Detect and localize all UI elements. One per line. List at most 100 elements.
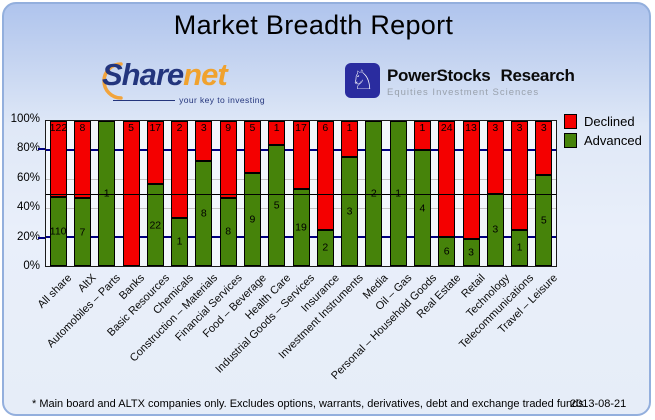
advanced-count-label: 5 (540, 214, 547, 227)
advanced-count-label: 110 (49, 225, 67, 238)
advanced-segment (511, 229, 529, 266)
bar-retail: 13 3 (462, 121, 480, 266)
sharenet-word-share: Share (102, 57, 184, 92)
legend-advanced-swatch (564, 133, 577, 148)
page-title: Market Breadth Report (173, 10, 454, 40)
bar-real-estate: 24 6 (438, 121, 456, 266)
advanced-count-label: 9 (249, 213, 256, 226)
chart-plot-area: 1221108715172221389859151719621321142461… (45, 120, 557, 267)
footer-note: * Main board and ALTX companies only. Ex… (32, 398, 584, 410)
declined-count-label: 3 (516, 122, 523, 134)
advanced-segment (292, 189, 310, 266)
fifty-percent-reference-line (46, 193, 556, 195)
powerstocks-subtitle: Equities Investment Sciences (387, 87, 540, 98)
declined-segment (219, 121, 237, 198)
advanced-count-label: 22 (149, 218, 162, 231)
declined-count-label: 1 (273, 122, 280, 134)
y-axis-label: 40% (16, 201, 40, 214)
advanced-segment (535, 175, 553, 266)
advanced-segment (413, 150, 431, 266)
advanced-segment (195, 160, 213, 266)
declined-count-label: 1 (419, 122, 426, 134)
legend-advanced-label: Advanced (584, 133, 642, 148)
advanced-segment (73, 198, 91, 266)
footer-date: 2013-08-21 (570, 398, 627, 410)
declined-segment (243, 121, 261, 173)
advanced-count-label: 19 (295, 221, 307, 234)
declined-count-label: 5 (128, 122, 134, 134)
sharenet-swoosh-icon (87, 59, 129, 108)
advanced-segment (462, 238, 480, 266)
powerstocks-word1: PowerStocks (387, 66, 491, 85)
bar-all-share: 122 110 (49, 121, 68, 266)
powerstocks-text-block: PowerStocks Research Equities Investment … (387, 63, 575, 98)
advanced-count-label: 3 (468, 246, 474, 259)
advanced-count-label: 1 (390, 188, 407, 199)
advanced-count-label: 8 (225, 225, 232, 238)
declined-segment (292, 121, 310, 190)
declined-count-label: 122 (49, 122, 68, 134)
advanced-count-label: 7 (79, 225, 86, 238)
y-axis-label: 100% (10, 113, 40, 125)
chess-knight-icon: ♘ (345, 63, 380, 98)
declined-segment (462, 121, 480, 239)
powerstocks-logo: ♘ PowerStocks Research Equities Investmen… (345, 63, 575, 98)
declined-segment (486, 121, 504, 194)
advanced-segment (316, 229, 334, 266)
legend-declined-swatch (564, 114, 577, 129)
advanced-count-label: 1 (98, 188, 115, 199)
y-axis-label: 0% (23, 260, 40, 272)
sharenet-logo: Sharenet your key to investing (87, 57, 272, 109)
advanced-count-label: 6 (443, 245, 450, 258)
declined-segment (511, 121, 529, 230)
advanced-count-label: 4 (419, 201, 426, 214)
declined-segment (535, 121, 553, 176)
advanced-segment (171, 217, 189, 266)
sharenet-tagline: your key to investing (179, 95, 265, 105)
advanced-count-label: 3 (346, 205, 353, 218)
legend-item-declined: Declined (564, 114, 642, 129)
declined-segment (413, 121, 431, 150)
declined-segment (341, 121, 359, 158)
advanced-count-label: 8 (200, 207, 207, 220)
advanced-count-label: 1 (176, 235, 183, 248)
y-axis-tick (38, 148, 45, 151)
sharenet-word-net: net (183, 57, 227, 92)
sharenet-tagline-rule (113, 99, 176, 101)
declined-count-label: 9 (225, 122, 232, 134)
advanced-segment (341, 157, 359, 266)
report-card: Market Breadth Report Sharenet your key … (2, 2, 651, 416)
declined-count-label: 1 (346, 122, 353, 134)
powerstocks-word2: Research (500, 66, 575, 85)
declined-count-label: 2 (176, 122, 183, 134)
advanced-segment (438, 237, 456, 266)
declined-segment (195, 121, 213, 161)
bar-industrial-goods-services: 17 19 (292, 121, 310, 266)
declined-count-label: 24 (440, 122, 453, 134)
advanced-segment (243, 172, 261, 266)
declined-segment (73, 121, 91, 199)
chart-legend: Declined Advanced (564, 114, 642, 152)
y-axis-tick (38, 236, 45, 239)
sharenet-tagline-row: your key to investing (113, 95, 265, 105)
advanced-segment (219, 197, 237, 266)
advanced-count-label: 2 (322, 241, 329, 254)
y-axis-label: 20% (16, 230, 40, 243)
advanced-segment (49, 197, 67, 266)
sharenet-wordmark: Sharenet (102, 57, 228, 93)
declined-segment (171, 121, 189, 218)
y-axis-label: 80% (16, 142, 40, 155)
declined-count-label: 3 (200, 122, 207, 134)
declined-count-label: 17 (149, 122, 162, 134)
declined-segment (268, 121, 286, 146)
declined-count-label: 13 (465, 122, 477, 134)
declined-count-label: 17 (295, 122, 307, 134)
